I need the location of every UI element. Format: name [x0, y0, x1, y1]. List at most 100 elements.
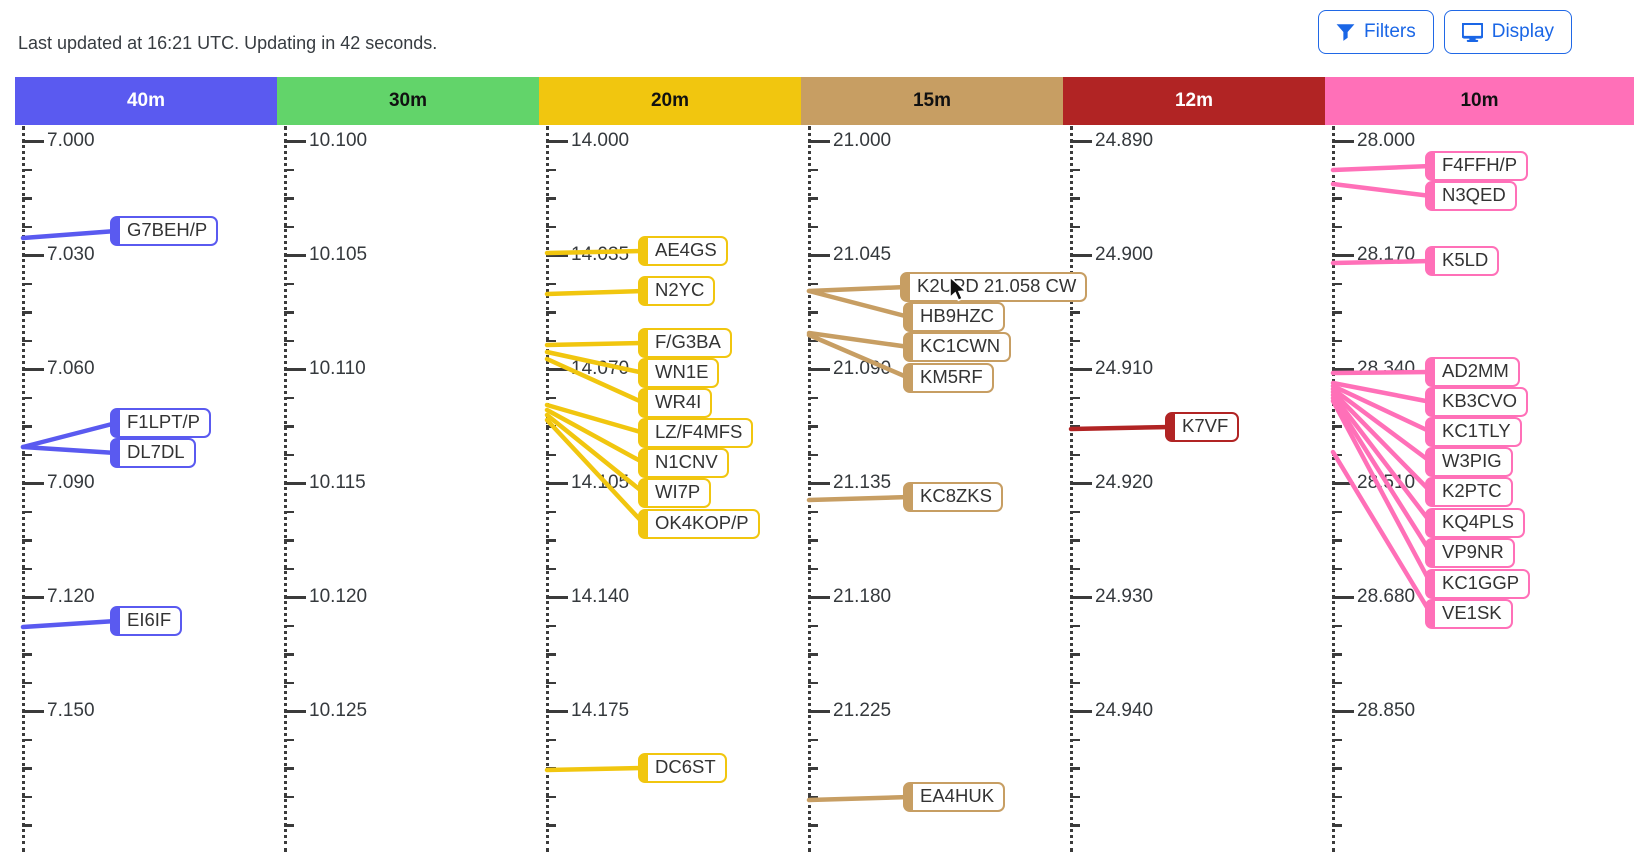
spot-EA4HUK[interactable]: EA4HUK	[903, 782, 1006, 812]
minor-tick	[284, 795, 294, 798]
major-tick	[284, 140, 306, 143]
spot-OK4KOP/P[interactable]: OK4KOP/P	[638, 509, 760, 539]
minor-tick	[22, 453, 32, 456]
spot-N1CNV[interactable]: N1CNV	[638, 448, 729, 478]
spot-KC1TLY[interactable]: KC1TLY	[1425, 417, 1522, 447]
spot-KQ4PLS[interactable]: KQ4PLS	[1425, 508, 1525, 538]
status-text: Last updated at 16:21 UTC. Updating in 4…	[18, 33, 438, 53]
tick-label: 28.000	[1357, 130, 1416, 151]
major-tick	[1070, 482, 1092, 485]
spot-line	[544, 288, 647, 297]
tick-label: 28.170	[1357, 244, 1416, 265]
display-icon	[1461, 22, 1483, 42]
minor-tick	[284, 225, 294, 228]
minor-tick	[1332, 539, 1342, 542]
spot-K2PTC[interactable]: K2PTC	[1425, 477, 1513, 507]
minor-tick	[1332, 824, 1342, 827]
frequency-ruler-40m	[22, 126, 25, 852]
spot-VP9NR[interactable]: VP9NR	[1425, 538, 1515, 568]
spot-WR4I[interactable]: WR4I	[638, 388, 713, 418]
major-tick	[1332, 596, 1354, 599]
minor-tick	[1332, 282, 1342, 285]
tick-label: 10.100	[309, 130, 368, 151]
minor-tick	[546, 539, 556, 542]
spot-WI7P[interactable]: WI7P	[638, 478, 712, 508]
spot-W3PIG[interactable]: W3PIG	[1425, 447, 1513, 477]
tick-label: 14.070	[571, 358, 630, 379]
minor-tick	[546, 681, 556, 684]
spot-KB3CVO[interactable]: KB3CVO	[1425, 387, 1529, 417]
spot-line	[1330, 392, 1434, 526]
spot-KC1CWN[interactable]: KC1CWN	[903, 332, 1012, 362]
minor-tick	[1332, 396, 1342, 399]
minor-tick	[22, 795, 32, 798]
major-tick	[546, 254, 568, 257]
minor-tick	[1332, 425, 1342, 428]
tick-label: 14.105	[571, 472, 630, 493]
major-tick	[1070, 710, 1092, 713]
minor-tick	[808, 425, 818, 428]
minor-tick	[1332, 795, 1342, 798]
spot-EI6IF[interactable]: EI6IF	[110, 606, 183, 636]
minor-tick	[1332, 653, 1342, 656]
spot-KC8ZKS[interactable]: KC8ZKS	[903, 482, 1003, 512]
spot-line	[544, 407, 647, 466]
minor-tick	[808, 282, 818, 285]
spot-K2UPD[interactable]: K2UPD 21.058 CW	[900, 272, 1088, 302]
minor-tick	[808, 653, 818, 656]
minor-tick	[22, 510, 32, 513]
minor-tick	[1070, 681, 1080, 684]
band-header-20m: 20m	[539, 77, 801, 125]
spot-F/G3BA[interactable]: F/G3BA	[638, 328, 732, 358]
spot-VE1SK[interactable]: VE1SK	[1425, 599, 1513, 629]
spot-DL7DL[interactable]: DL7DL	[110, 438, 196, 468]
minor-tick	[22, 425, 32, 428]
spot-N2YC[interactable]: N2YC	[638, 276, 716, 306]
frequency-ruler-20m	[546, 126, 549, 852]
spot-LZ/F4MFS[interactable]: LZ/F4MFS	[638, 418, 754, 448]
minor-tick	[1332, 738, 1342, 741]
minor-tick	[284, 681, 294, 684]
tick-label: 14.000	[571, 130, 630, 151]
minor-tick	[284, 539, 294, 542]
major-tick	[1070, 596, 1092, 599]
spot-N3QED[interactable]: N3QED	[1425, 181, 1517, 211]
spot-KM5RF[interactable]: KM5RF	[903, 363, 994, 393]
minor-tick	[284, 311, 294, 314]
tick-label: 14.140	[571, 586, 630, 607]
tick-label: 21.180	[833, 586, 892, 607]
minor-tick	[808, 824, 818, 827]
spot-AE4GS[interactable]: AE4GS	[638, 236, 728, 266]
major-tick	[1070, 140, 1092, 143]
major-tick	[284, 596, 306, 599]
tick-label: 7.090	[47, 472, 95, 493]
spot-KC1GGP[interactable]: KC1GGP	[1425, 569, 1531, 599]
spot-G7BEH/P[interactable]: G7BEH/P	[110, 216, 219, 246]
major-tick	[22, 368, 44, 371]
minor-tick	[22, 567, 32, 570]
spot-K5LD[interactable]: K5LD	[1425, 246, 1500, 276]
spot-DC6ST[interactable]: DC6ST	[638, 753, 727, 783]
spot-line	[1330, 181, 1434, 199]
minor-tick	[1332, 339, 1342, 342]
major-tick	[1332, 482, 1354, 485]
minor-tick	[284, 197, 294, 200]
tick-label: 21.225	[833, 700, 892, 721]
spot-K7VF[interactable]: K7VF	[1165, 412, 1240, 442]
spot-HB9HZC[interactable]: HB9HZC	[903, 302, 1006, 332]
spot-WN1E[interactable]: WN1E	[638, 358, 720, 388]
spot-F4FFH/P[interactable]: F4FFH/P	[1425, 151, 1529, 181]
minor-tick	[808, 453, 818, 456]
spot-F1LPT/P[interactable]: F1LPT/P	[110, 408, 211, 438]
tick-label: 24.910	[1095, 358, 1154, 379]
major-tick	[22, 482, 44, 485]
major-tick	[284, 368, 306, 371]
minor-tick	[546, 738, 556, 741]
minor-tick	[546, 510, 556, 513]
filters-button[interactable]: Filters	[1318, 10, 1434, 54]
display-button[interactable]: Display	[1443, 10, 1573, 54]
minor-tick	[22, 539, 32, 542]
spot-AD2MM[interactable]: AD2MM	[1425, 357, 1520, 387]
